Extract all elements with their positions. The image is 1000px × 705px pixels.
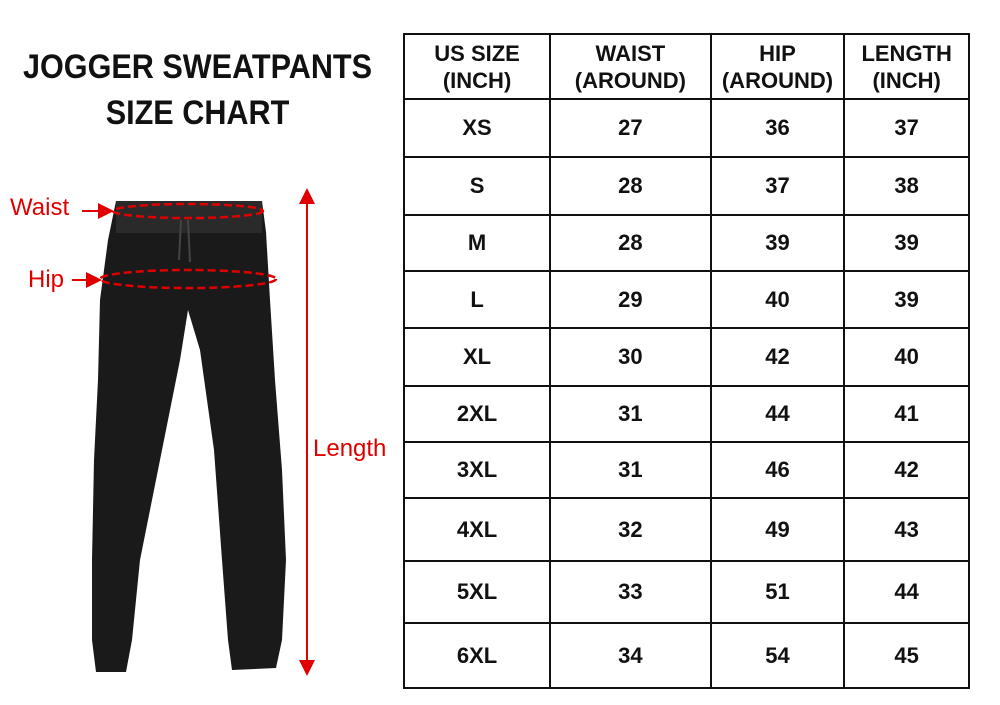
hip-cell: 54 — [709, 622, 846, 689]
waist-cell: 27 — [549, 98, 712, 158]
size-cell: L — [402, 270, 552, 329]
length-cell: 43 — [843, 497, 970, 562]
waist-label: Waist — [10, 194, 70, 221]
length-cell: 37 — [843, 98, 970, 158]
size-table: US SIZE (INCH) WAIST (AROUND) HIP (AROUND) … — [402, 33, 970, 689]
chart-title-line2: SIZE CHART — [105, 94, 290, 132]
table-row: XL 30 42 40 — [402, 327, 970, 387]
size-cell: XL — [402, 327, 552, 387]
waist-cell: 33 — [549, 560, 712, 624]
waist-cell: 29 — [549, 270, 712, 329]
waist-cell: 31 — [549, 385, 712, 443]
table-row: M 28 39 39 — [402, 214, 970, 272]
table-row: L 29 40 39 — [402, 270, 970, 329]
hip-marker — [98, 268, 278, 290]
hip-cell: 36 — [709, 98, 846, 158]
waist-cell: 28 — [549, 156, 712, 216]
length-cell: 38 — [843, 156, 970, 216]
hip-cell: 40 — [709, 270, 846, 329]
table-row: 2XL 31 44 41 — [402, 385, 970, 443]
hip-cell: 49 — [709, 497, 846, 562]
waist-cell: 32 — [549, 497, 712, 562]
hip-cell: 42 — [709, 327, 846, 387]
hip-cell: 44 — [709, 385, 846, 443]
length-cell: 42 — [843, 441, 970, 499]
length-cell: 44 — [843, 560, 970, 624]
table-row: S 28 37 38 — [402, 156, 970, 216]
chart-title-line1: JOGGER SWEATPANTS — [22, 48, 373, 86]
size-cell: 2XL — [402, 385, 552, 443]
waist-cell: 34 — [549, 622, 712, 689]
length-cell: 40 — [843, 327, 970, 387]
table-row: 3XL 31 46 42 — [402, 441, 970, 499]
size-cell: S — [402, 156, 552, 216]
table-row: 6XL 34 54 45 — [402, 622, 970, 689]
size-cell: XS — [402, 98, 552, 158]
size-cell: M — [402, 214, 552, 272]
waist-cell: 28 — [549, 214, 712, 272]
length-cell: 39 — [843, 214, 970, 272]
length-cell: 41 — [843, 385, 970, 443]
hip-cell: 46 — [709, 441, 846, 499]
size-cell: 3XL — [402, 441, 552, 499]
table-row: 4XL 32 49 43 — [402, 497, 970, 562]
hip-cell: 39 — [709, 214, 846, 272]
jogger-pants-illustration — [72, 188, 315, 676]
header-length: LENGTH (INCH) — [843, 33, 970, 100]
table-row: 5XL 33 51 44 — [402, 560, 970, 624]
hip-cell: 51 — [709, 560, 846, 624]
hip-cell: 37 — [709, 156, 846, 216]
hip-label: Hip — [28, 266, 65, 293]
waist-cell: 30 — [549, 327, 712, 387]
size-cell: 4XL — [402, 497, 552, 562]
waist-cell: 31 — [549, 441, 712, 499]
pants-silhouette — [92, 201, 286, 672]
length-cell: 39 — [843, 270, 970, 329]
size-cell: 5XL — [402, 560, 552, 624]
header-us-size: US SIZE (INCH) — [402, 33, 552, 100]
table-row: XS 27 36 37 — [402, 98, 970, 158]
table-header-row: US SIZE (INCH) WAIST (AROUND) HIP (AROUND) … — [402, 33, 970, 100]
header-hip: HIP (AROUND) — [709, 33, 846, 100]
length-cell: 45 — [843, 622, 970, 689]
header-waist: WAIST (AROUND) — [549, 33, 712, 100]
size-cell: 6XL — [402, 622, 552, 689]
length-label: Length — [313, 435, 387, 462]
